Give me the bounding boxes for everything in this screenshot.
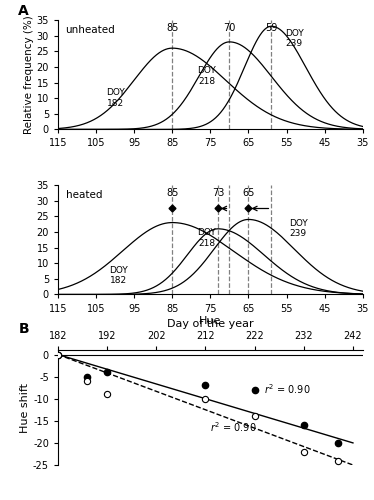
Text: DOY
182: DOY 182: [106, 88, 125, 108]
Text: B: B: [18, 322, 29, 336]
Y-axis label: Relative frequency (%): Relative frequency (%): [24, 16, 34, 134]
Text: A: A: [18, 4, 29, 18]
Text: 85: 85: [166, 22, 178, 32]
Text: 85: 85: [166, 188, 178, 198]
Text: DOY
182: DOY 182: [110, 266, 128, 285]
Y-axis label: Hue shift: Hue shift: [20, 382, 30, 432]
Text: $r^2$ = 0.90: $r^2$ = 0.90: [210, 420, 257, 434]
Text: 70: 70: [223, 22, 236, 32]
Text: $r^2$ = 0.90: $r^2$ = 0.90: [264, 382, 311, 396]
Text: DOY
239: DOY 239: [289, 219, 307, 238]
Text: unheated: unheated: [65, 24, 115, 34]
Text: 65: 65: [242, 188, 255, 198]
X-axis label: Hue: Hue: [199, 316, 221, 326]
Text: heated: heated: [65, 190, 102, 200]
Text: DOY
218: DOY 218: [197, 66, 216, 86]
Text: DOY
239: DOY 239: [285, 28, 304, 48]
X-axis label: Day of the year: Day of the year: [167, 319, 254, 329]
Text: 59: 59: [265, 22, 278, 32]
Text: 73: 73: [212, 188, 224, 198]
Text: DOY
218: DOY 218: [197, 228, 216, 248]
